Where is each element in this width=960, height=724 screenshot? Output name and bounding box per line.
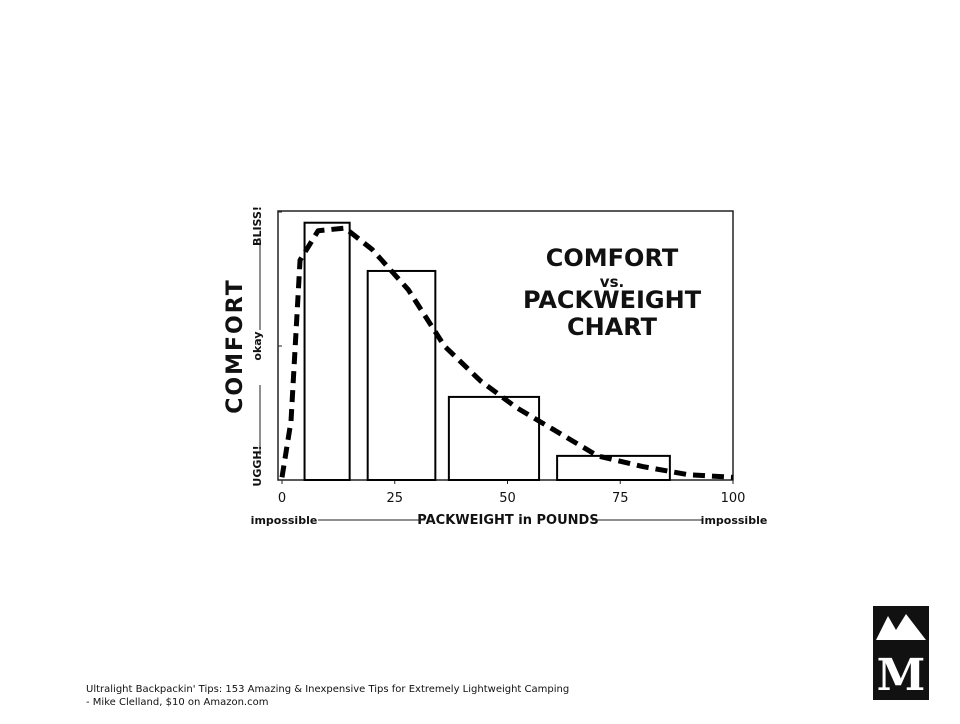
x-tick-label: 0: [278, 491, 286, 506]
y-tick-label: okay: [251, 331, 264, 360]
comfort-curve: [279, 225, 734, 480]
x-annotation: impossible: [701, 514, 768, 527]
x-tick-label: 75: [612, 491, 629, 506]
caption: Ultralight Backpackin' Tips: 153 Amazing…: [86, 684, 569, 695]
x-tick-label: 50: [499, 491, 516, 506]
x-axis-label: PACKWEIGHT in POUNDS: [417, 513, 598, 528]
caption: - Mike Clelland, $10 on Amazon.com: [86, 697, 268, 708]
logo-box: [873, 606, 929, 700]
x-tick-label: 25: [386, 491, 403, 506]
x-annotation: impossible: [251, 514, 318, 527]
y-tick-label: UGGH!: [251, 445, 264, 486]
bar: [303, 221, 351, 481]
logo: M: [873, 606, 929, 701]
chart-title: CHART: [567, 313, 658, 341]
x-tick-label: 100: [721, 491, 746, 506]
bar: [447, 395, 541, 482]
bar: [556, 454, 671, 482]
chart-title: PACKWEIGHT: [523, 286, 702, 314]
logo-mountains: [876, 614, 926, 640]
chart-title: vs.: [600, 273, 624, 291]
y-tick-label: BLISS!: [251, 206, 264, 246]
bar: [366, 269, 437, 481]
y-axis-label: COMFORT: [223, 278, 248, 413]
logo-letter: M: [877, 650, 926, 701]
chart-title: COMFORT: [546, 244, 679, 272]
